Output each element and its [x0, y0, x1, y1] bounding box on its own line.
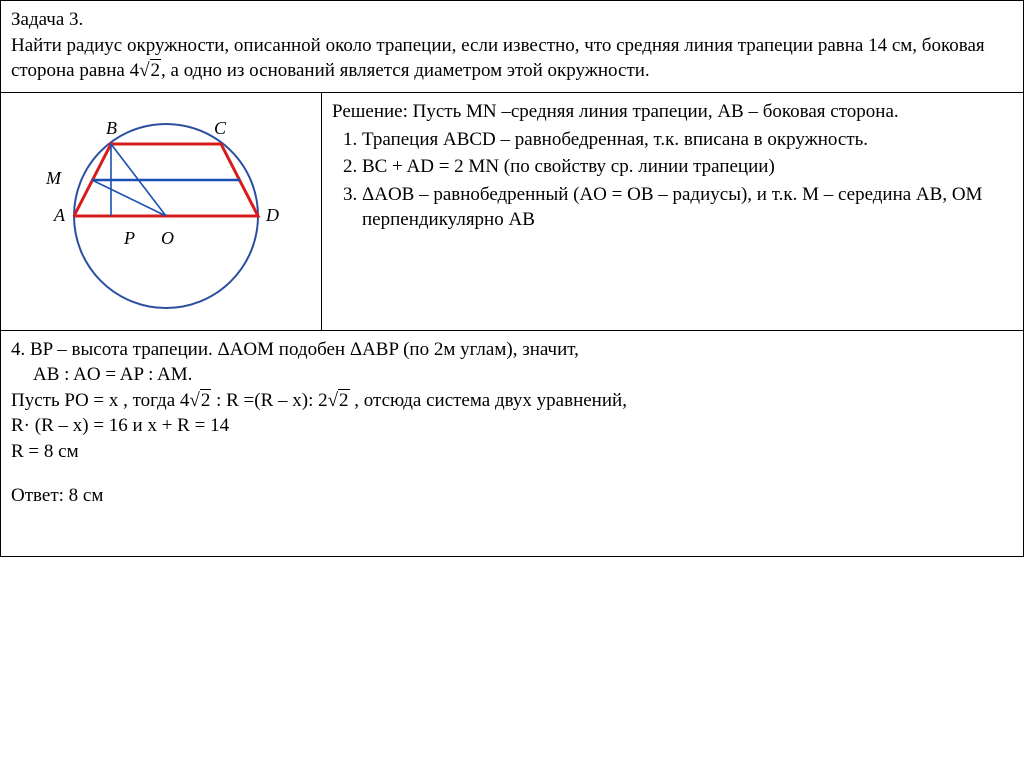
label-d: D [265, 205, 279, 225]
diagram-cell: B C M A D P O [1, 92, 322, 330]
solution-steps: Трапеция ABCD – равнобедренная, т.к. впи… [332, 127, 1013, 234]
step-2: BC + AD = 2 MN (по свойству ср. линии тр… [362, 154, 1013, 180]
sqrt-2: √2 [189, 389, 211, 411]
spacer [11, 465, 1013, 483]
problem-title: Задача 3. [11, 7, 1013, 33]
label-m: M [45, 168, 62, 188]
step-3: ΔAOB – равнобедренный (AO = OB – радиусы… [362, 182, 1013, 233]
step-1: Трапеция ABCD – равнобедренная, т.к. впи… [362, 127, 1013, 153]
label-p: P [123, 228, 135, 248]
line-6: R· (R – x) = 16 и x + R = 14 [11, 413, 1013, 439]
line-7: R = 8 см [11, 439, 1013, 465]
line-4a: 4. BP – высота трапеции. ΔAOM подобен ΔA… [11, 337, 1013, 363]
problem-statement-cell: Задача 3. Найти радиус окружности, описа… [1, 1, 1024, 93]
solution-right-cell: Решение: Пусть MN –средняя линия трапеци… [322, 92, 1024, 330]
diagram-svg: B C M A D P O [16, 99, 306, 314]
line-5: Пусть PO = x , тогда 4√2 : R =(R – x): 2… [11, 388, 1013, 414]
spacer-2 [11, 508, 1013, 548]
page-root: Задача 3. Найти радиус окружности, описа… [0, 0, 1024, 767]
solution-intro: Решение: Пусть MN –средняя линия трапеци… [332, 99, 1013, 125]
label-a: A [53, 205, 66, 225]
sqrt-1: √2 [139, 59, 161, 81]
label-b: B [106, 118, 117, 138]
problem-text: Найти радиус окружности, описанной около… [11, 33, 1013, 84]
label-o: O [161, 228, 174, 248]
layout-table: Задача 3. Найти радиус окружности, описа… [0, 0, 1024, 557]
label-c: C [214, 118, 227, 138]
sqrt-3: √2 [328, 389, 350, 411]
answer-line: Ответ: 8 см [11, 483, 1013, 509]
line-4b: AB : AO = AP : AM. [11, 362, 1013, 388]
segment-om [92, 180, 166, 216]
solution-bottom-cell: 4. BP – высота трапеции. ΔAOM подобен ΔA… [1, 330, 1024, 557]
